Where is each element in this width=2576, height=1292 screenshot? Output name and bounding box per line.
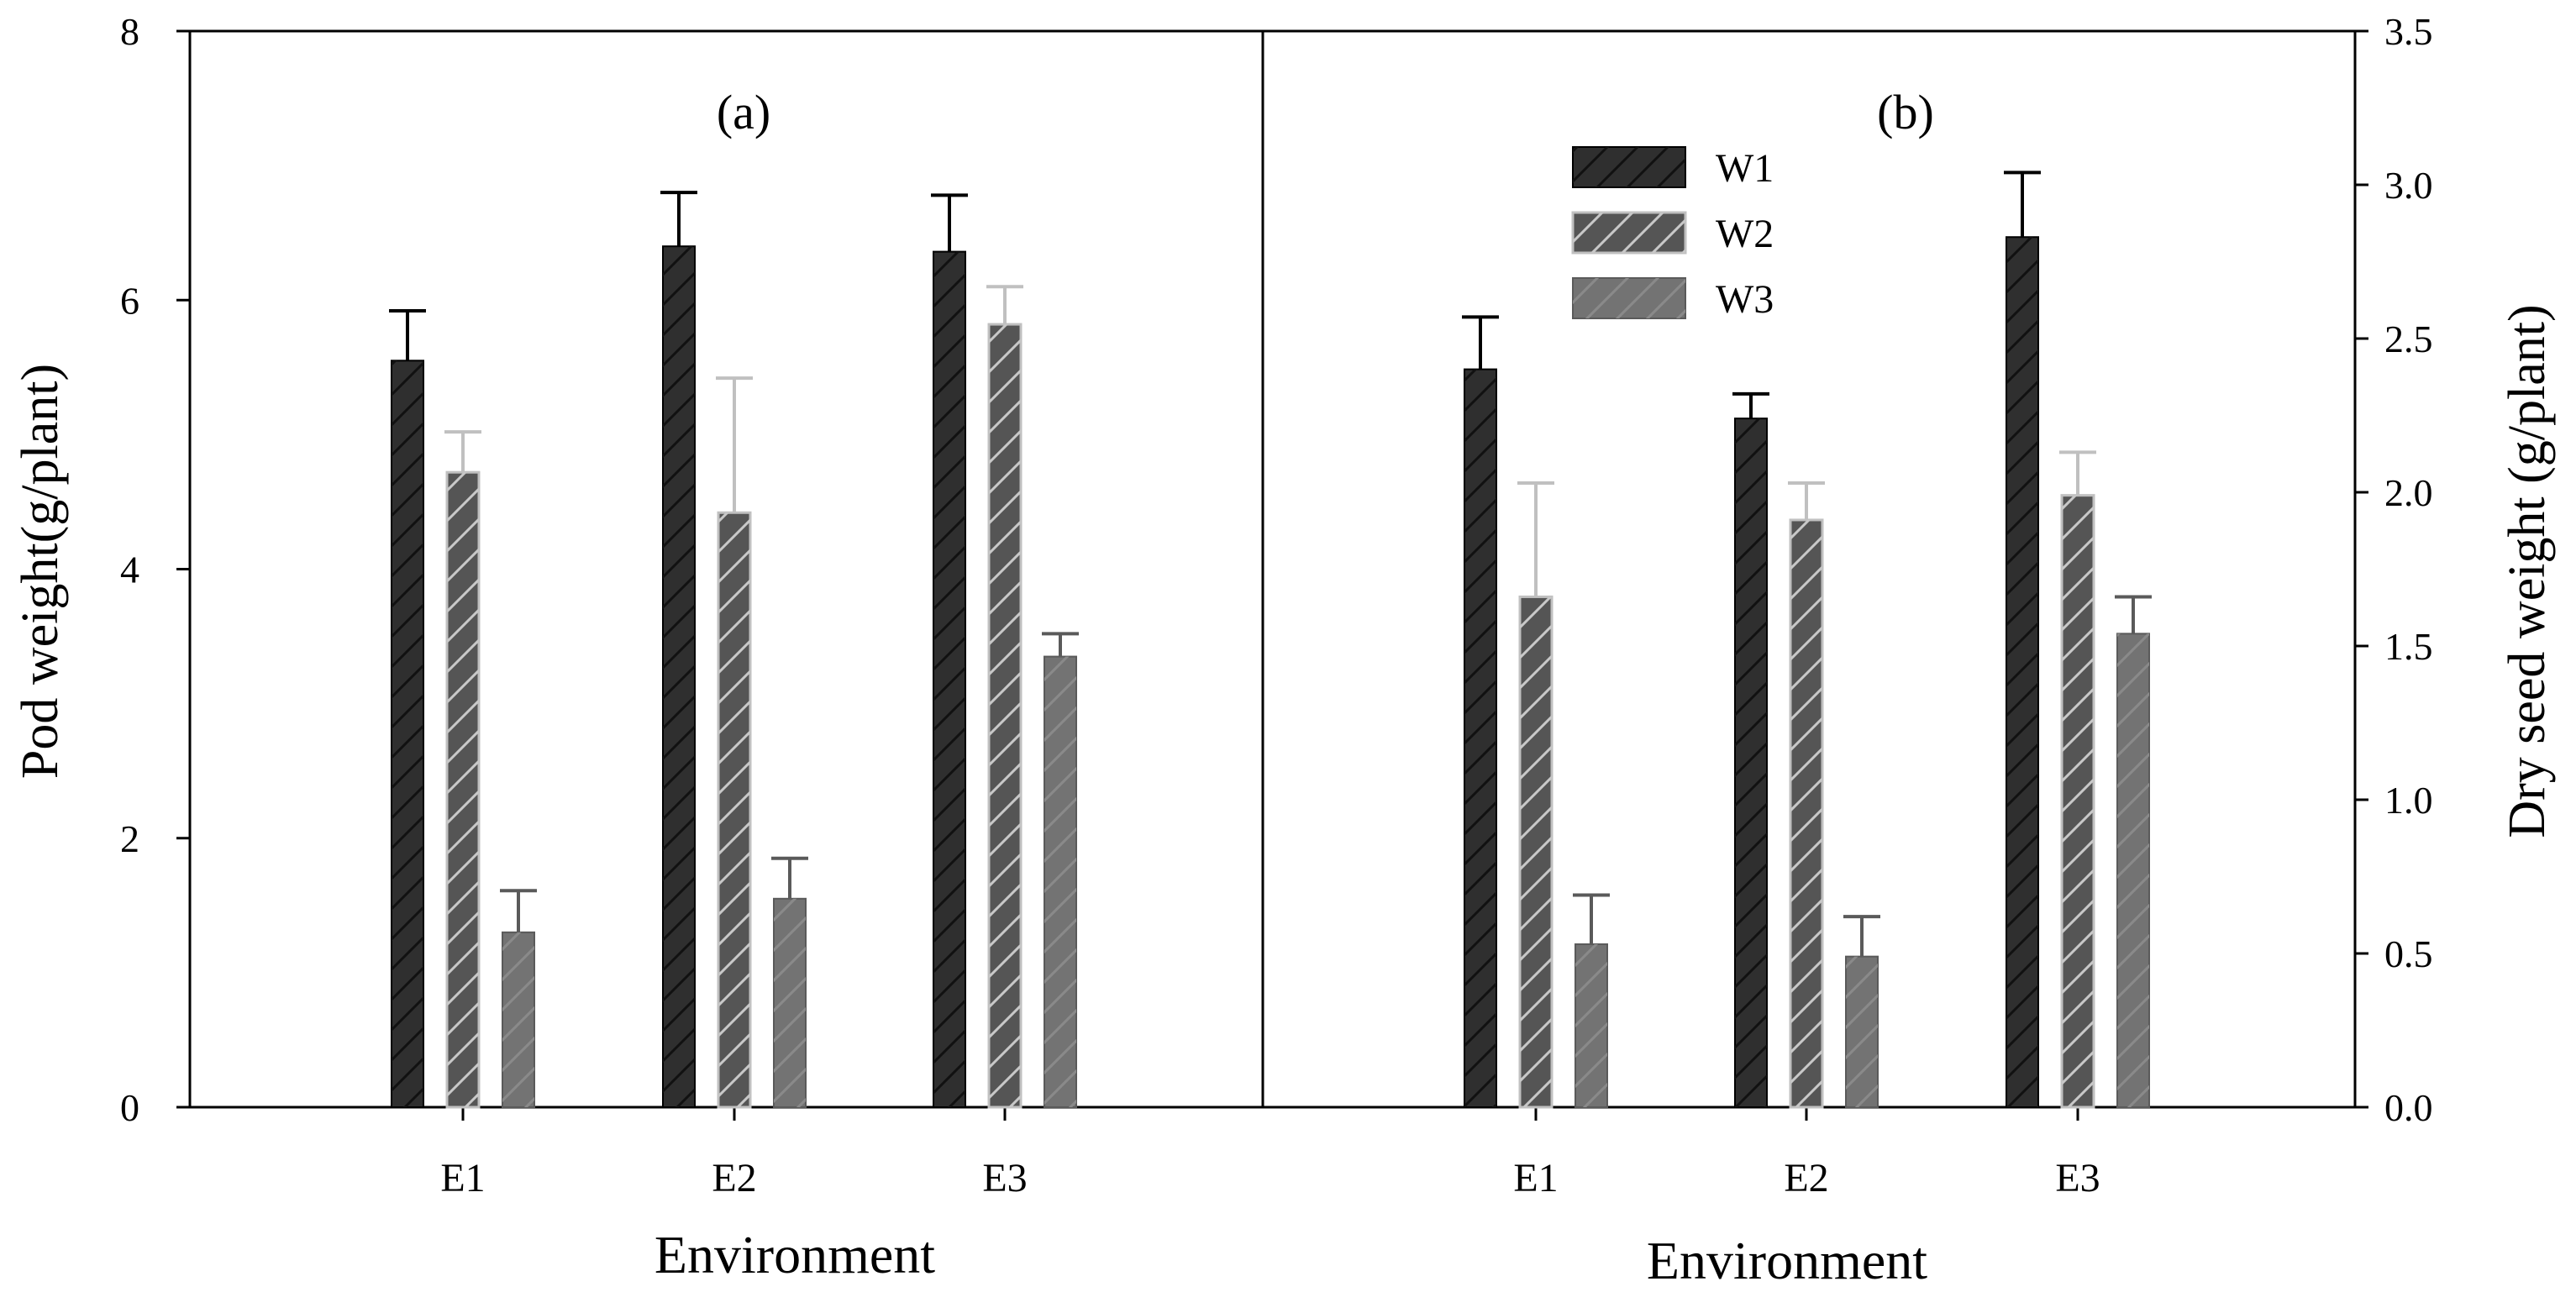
bar-w1-e1-a-hatch	[392, 360, 423, 1107]
y-tick-label-right: 2.5	[2384, 318, 2433, 360]
legend-item-w3: W3	[1572, 277, 1774, 322]
bar-w1-e1-b-hatch	[1464, 369, 1496, 1108]
y-axis-title-right: Dry seed weight (g/plant)	[2499, 304, 2556, 838]
bar-w3-e1-a-hatch	[502, 932, 534, 1107]
x-tick-label: E1	[1513, 1156, 1558, 1200]
bar-w3-e1-b-hatch	[1575, 944, 1607, 1107]
legend-label-w1: W1	[1716, 146, 1774, 191]
bar-w2-e2-b-hatch	[1790, 519, 1822, 1107]
bar-w3-e2-a-hatch	[774, 898, 806, 1107]
bar-w3-e2-b-hatch	[1846, 956, 1878, 1107]
legend-item-w1: W1	[1572, 146, 1774, 191]
y-tick-label-left: 6	[120, 279, 139, 322]
legend-item-w2: W2	[1571, 211, 1774, 256]
y-tick-label-right: 1.0	[2384, 779, 2433, 822]
y-tick-label-left: 4	[120, 549, 139, 591]
bar-w2-e3-a-hatch	[989, 324, 1021, 1107]
axes-layer: 0 2 4 6 8 E1 E2 E3 0.0 0.5 1.0 1.5 2.0 2.5 3.0 3.5 E1 E2 E…	[120, 10, 2433, 1200]
legend: W1 W2 W3	[1571, 146, 1774, 322]
x-tick-label: E3	[2055, 1156, 2100, 1200]
y-tick-label-right: 3.0	[2384, 164, 2433, 207]
x-tick-label: E3	[982, 1156, 1027, 1200]
bar-w2-e2-a-hatch	[718, 512, 750, 1107]
y-tick-label-right: 1.5	[2384, 625, 2433, 668]
bar-w3-e3-a-hatch	[1044, 656, 1076, 1107]
panel-a-label: (a)	[717, 85, 770, 139]
bar-w2-e3-b-hatch	[2062, 495, 2094, 1107]
bar-w2-e1-a-hatch	[447, 472, 479, 1107]
legend-swatch-w1-hatch	[1573, 147, 1685, 187]
y-tick-label-right: 0.5	[2384, 932, 2433, 975]
y-tick-label-left: 2	[120, 817, 139, 860]
legend-swatch-w2-hatch	[1573, 213, 1685, 253]
x-axis-title-b: Environment	[1647, 1231, 1927, 1290]
y-tick-label-left: 0	[120, 1086, 139, 1129]
bar-w1-e3-b-hatch	[2006, 237, 2038, 1108]
x-tick-label: E2	[1784, 1156, 1828, 1200]
bar-w2-e1-b-hatch	[1520, 596, 1552, 1107]
bar-w1-e2-a-hatch	[663, 246, 695, 1108]
y-tick-label-right: 0.0	[2384, 1086, 2433, 1129]
x-tick-label: E1	[440, 1156, 485, 1200]
legend-label-w2: W2	[1716, 212, 1774, 256]
bar-w1-e2-b-hatch	[1735, 418, 1767, 1107]
bar-w1-e3-a-hatch	[933, 251, 965, 1108]
y-tick-label-right: 3.5	[2384, 10, 2433, 53]
legend-swatch-w3-hatch	[1573, 278, 1685, 318]
x-tick-label: E2	[712, 1156, 756, 1200]
x-axis-title-a: Environment	[655, 1225, 935, 1284]
y-tick-label-left: 8	[120, 10, 139, 53]
legend-label-w3: W3	[1716, 277, 1774, 322]
bar-w3-e3-b-hatch	[2117, 633, 2149, 1107]
panel-b-label: (b)	[1877, 85, 1934, 139]
bars-layer	[389, 171, 2152, 1109]
y-axis-title-left: Pod weight(g/plant)	[12, 364, 69, 779]
y-tick-label-right: 2.0	[2384, 471, 2433, 514]
